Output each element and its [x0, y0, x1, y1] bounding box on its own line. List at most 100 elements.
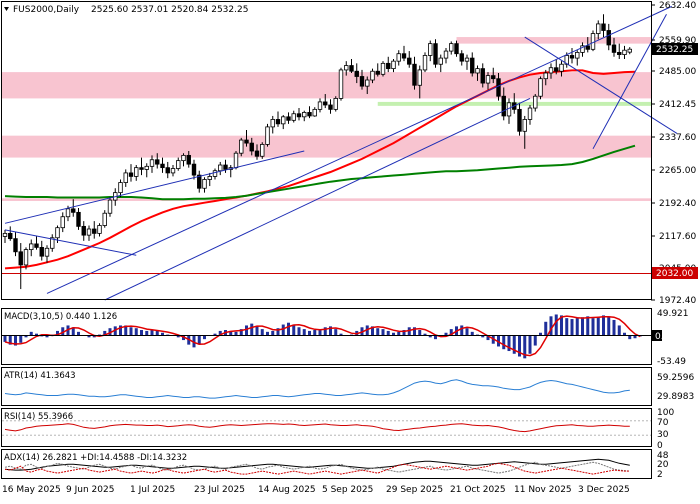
macd-bar — [77, 331, 80, 336]
candle-body — [55, 227, 60, 239]
rsi-tick-label: 30 — [657, 430, 669, 440]
candle-body — [2, 232, 8, 237]
atr-line — [4, 379, 630, 399]
candle-body — [149, 159, 155, 167]
candle-body — [554, 67, 559, 72]
macd-bar — [533, 335, 537, 346]
candle-body — [170, 168, 176, 174]
resistance-zone — [456, 37, 651, 44]
date-tick-label: 11 Nov 2025 — [514, 485, 572, 495]
macd-bar — [245, 325, 248, 336]
candle-body — [543, 72, 548, 80]
candle-body — [92, 228, 97, 234]
candle-body — [50, 237, 55, 249]
macd-bar — [150, 330, 154, 336]
macd-bar — [318, 329, 322, 336]
resistance-zone — [2, 198, 651, 201]
macd-bar — [444, 332, 448, 336]
rsi-line — [2, 420, 651, 436]
candle-body — [627, 48, 632, 53]
macd-bar — [591, 318, 595, 336]
candle-body — [186, 154, 191, 165]
macd-bar — [61, 327, 65, 336]
chart-menu-icon[interactable] — [4, 7, 9, 11]
macd-bar — [623, 332, 626, 336]
macd-bar — [119, 325, 122, 336]
macd-tick-label: 0.00 — [655, 332, 675, 342]
candle-body — [223, 164, 228, 170]
macd-bar — [287, 322, 290, 336]
macd-bar — [134, 328, 138, 336]
candle-body — [202, 179, 207, 189]
candle-body — [417, 69, 422, 86]
macd-bar — [581, 317, 584, 336]
candle-body — [344, 65, 349, 71]
resistance-zone — [2, 72, 651, 99]
macd-bar — [297, 327, 301, 336]
minus-di-line — [4, 462, 630, 475]
candle-body — [580, 45, 585, 53]
macd-bar — [376, 328, 380, 336]
macd-bar — [14, 335, 17, 346]
pane-frames — [1, 1, 652, 479]
price-tick-label: 2412.45 — [659, 100, 696, 110]
candle-body — [160, 163, 165, 169]
candle-body — [134, 167, 139, 177]
macd-bar — [617, 325, 621, 336]
moving-average-layer — [4, 69, 636, 270]
macd-bar — [628, 335, 632, 340]
macd-bar — [113, 326, 117, 336]
candle-body — [44, 247, 50, 257]
candle-body — [428, 43, 433, 56]
candle-body — [359, 76, 365, 87]
chart-header: FUS2000,Daily 2525.60 2537.01 2520.84 25… — [4, 5, 248, 15]
trendline — [4, 150, 305, 224]
candle-body — [601, 23, 606, 31]
trendline — [592, 14, 667, 150]
macd-bar — [103, 330, 107, 336]
candle-body — [464, 57, 470, 62]
candle-body — [454, 43, 459, 55]
macd-bar — [271, 330, 275, 336]
adx-tick-label: 20 — [657, 460, 669, 470]
macd-bar — [145, 330, 149, 336]
indicator-labels: MACD(3,10,5) 0.440 1.126 ATR(14) 41.3643… — [4, 312, 187, 463]
price-tick-label: 2337.60 — [659, 133, 696, 143]
moving-average-line — [4, 69, 636, 270]
candle-body — [522, 119, 527, 132]
candle-body — [391, 60, 396, 70]
candle-body — [354, 70, 359, 77]
macd-bar — [250, 323, 254, 336]
candle-body — [569, 55, 575, 59]
macd-bar — [365, 325, 369, 336]
candle-body — [422, 55, 428, 71]
macd-label: MACD(3,10,5) 0.440 1.126 — [4, 312, 117, 322]
macd-bar — [197, 335, 201, 345]
candle-body — [480, 68, 485, 84]
candle-body — [533, 95, 538, 109]
macd-bar — [155, 330, 159, 336]
macd-bar — [339, 333, 343, 336]
macd-bar — [413, 327, 416, 336]
date-tick-label: 1 Jul 2025 — [130, 485, 175, 495]
date-axis: 16 May 2025 9 Jun 2025 1 Jul 2025 23 Jul… — [2, 485, 630, 495]
rsi-tick-label: 0 — [657, 441, 663, 451]
macd-bar — [539, 332, 542, 336]
candle-body — [459, 53, 464, 62]
candle-body — [575, 51, 580, 59]
macd-bar — [518, 335, 521, 357]
candle-body — [617, 51, 622, 55]
adx-label: ADX(14) 26.2821 +DI:14.4588 -DI:14.3232 — [4, 453, 187, 463]
macd-bar — [428, 335, 432, 338]
candle-body — [485, 75, 491, 84]
macd-bar — [239, 329, 243, 336]
macd-bar — [423, 333, 427, 336]
date-tick-label: 23 Jul 2025 — [194, 485, 245, 495]
symbol-label: FUS2000,Daily — [13, 5, 80, 15]
candle-body — [412, 63, 417, 86]
macd-bar — [434, 335, 437, 340]
adx-line — [4, 458, 630, 471]
macd-bar — [176, 335, 180, 338]
macd-bar — [192, 335, 196, 348]
